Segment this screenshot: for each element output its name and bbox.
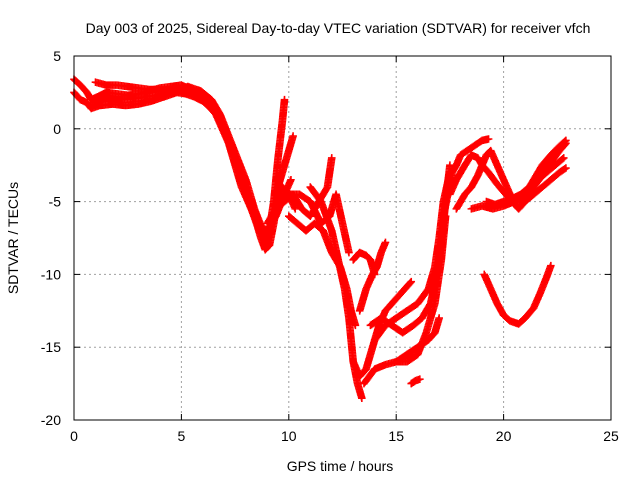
- y-tick-label: 0: [53, 121, 61, 137]
- data-point: [558, 155, 567, 163]
- data-marks: [70, 75, 570, 402]
- series-arc-10: [349, 277, 416, 381]
- series-arc-23: [480, 261, 555, 328]
- series-arc-5: [272, 132, 297, 199]
- axis-ticks: 0 5 10 15 20 25 5 0 -5 -10 -15 -20: [41, 48, 619, 444]
- data-point: [559, 154, 568, 162]
- data-point: [280, 95, 289, 104]
- y-tick-label: -20: [41, 412, 61, 428]
- x-tick-label: 15: [388, 428, 404, 444]
- data-point: [484, 135, 493, 143]
- data-point: [406, 278, 415, 287]
- series-arc-18: [428, 135, 493, 301]
- data-point: [446, 161, 454, 169]
- data-point: [370, 270, 379, 279]
- data-point: [291, 205, 300, 213]
- data-point: [416, 375, 424, 384]
- data-point: [287, 175, 295, 184]
- y-tick-label: -5: [49, 194, 62, 210]
- series-arc-17: [407, 375, 424, 388]
- x-tick-label: 20: [496, 428, 512, 444]
- chart-title: Day 003 of 2025, Sidereal Day-to-day VTE…: [86, 20, 591, 36]
- series-arc-7: [274, 190, 353, 257]
- plot-frame: [73, 55, 612, 421]
- series-arc-12: [349, 248, 379, 279]
- x-axis-label: GPS time / hours: [287, 458, 394, 474]
- x-tick-label: 0: [70, 428, 78, 444]
- y-axis-label: SDTVAR / TECUs: [5, 182, 21, 294]
- data-point: [561, 137, 569, 146]
- y-tick-label: -15: [41, 339, 61, 355]
- data-point: [381, 238, 390, 247]
- data-point: [547, 261, 555, 270]
- data-point: [345, 248, 353, 257]
- y-tick-label: -10: [41, 266, 61, 282]
- x-tick-label: 5: [178, 428, 186, 444]
- y-tick-label: 5: [53, 48, 61, 64]
- data-point: [358, 394, 366, 402]
- data-point: [289, 132, 297, 140]
- x-tick-label: 25: [603, 428, 619, 444]
- data-point: [562, 136, 570, 145]
- data-point: [327, 154, 336, 162]
- data-point: [562, 164, 570, 172]
- x-tick-label: 10: [281, 428, 297, 444]
- grid-lines: [74, 56, 611, 420]
- data-point: [435, 314, 443, 322]
- data-point: [407, 277, 416, 286]
- series-arc-4: [91, 78, 295, 235]
- series-arc-22: [482, 154, 568, 209]
